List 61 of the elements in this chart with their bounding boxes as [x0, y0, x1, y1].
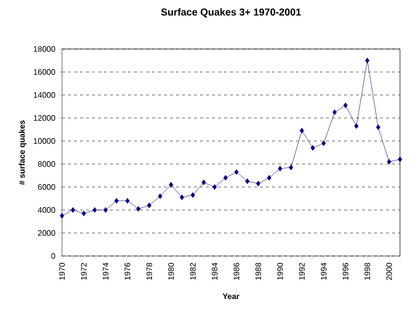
point: [332, 109, 337, 116]
point: [168, 182, 174, 188]
x-tick-label: 1978: [146, 262, 152, 280]
y-tick-label: 10000: [34, 138, 56, 144]
point: [278, 166, 282, 172]
point: [92, 207, 97, 213]
point: [234, 169, 239, 175]
point: [103, 207, 108, 213]
point: [398, 156, 402, 162]
point: [354, 123, 359, 129]
point: [365, 58, 370, 64]
x-tick-label: 1990: [277, 262, 283, 280]
y-tick-label: 16000: [34, 69, 56, 75]
point: [70, 207, 76, 213]
point: [190, 192, 195, 198]
point: [267, 175, 272, 181]
point: [60, 212, 64, 219]
x-tick-label: 1970: [59, 262, 65, 280]
y-tick-label: 12000: [34, 115, 56, 121]
point: [223, 175, 228, 181]
point: [310, 145, 315, 151]
x-tick-label: 1974: [102, 262, 108, 280]
point: [202, 180, 206, 186]
x-tick-label: 1986: [234, 262, 240, 280]
x-tick-label: 1982: [190, 262, 196, 280]
x-tick-label: 1984: [212, 262, 218, 280]
x-tick-label: 1996: [342, 262, 348, 280]
x-tick-label: 1994: [320, 262, 327, 280]
point: [82, 210, 86, 216]
point: [180, 194, 184, 200]
x-tick-label: 1972: [80, 262, 87, 280]
point: [376, 124, 380, 130]
point: [114, 198, 119, 204]
point: [147, 202, 152, 208]
x-tick-label: 1988: [255, 262, 262, 280]
x-tick-label: 1976: [124, 262, 130, 280]
x-tick-label: 2000: [386, 262, 392, 280]
y-tick-label: 8000: [38, 161, 56, 167]
point: [125, 198, 130, 204]
point: [288, 164, 294, 170]
y-tick-label: 6000: [38, 184, 56, 190]
y-axis-title: # surface quakes: [18, 120, 26, 185]
y-tick-label: 4000: [38, 207, 56, 213]
point: [136, 206, 140, 212]
point: [322, 140, 326, 146]
x-axis-title: Year: [222, 294, 240, 300]
y-tick-label: 0: [51, 253, 56, 259]
point: [386, 158, 392, 164]
point: [158, 193, 162, 199]
x-tick-label: 1998: [364, 262, 370, 280]
point: [212, 184, 217, 190]
y-tick-label: 18000: [34, 46, 56, 52]
point: [300, 128, 304, 134]
point: [343, 102, 348, 108]
x-tick-label: 1992: [299, 262, 305, 280]
y-tick-label: 2000: [38, 230, 56, 236]
point: [245, 178, 250, 184]
chart-title: Surface Quakes 3+ 1970-2001: [161, 8, 301, 18]
x-tick-label: 1980: [168, 262, 174, 280]
point: [256, 180, 260, 186]
y-tick-label: 14000: [34, 92, 56, 98]
